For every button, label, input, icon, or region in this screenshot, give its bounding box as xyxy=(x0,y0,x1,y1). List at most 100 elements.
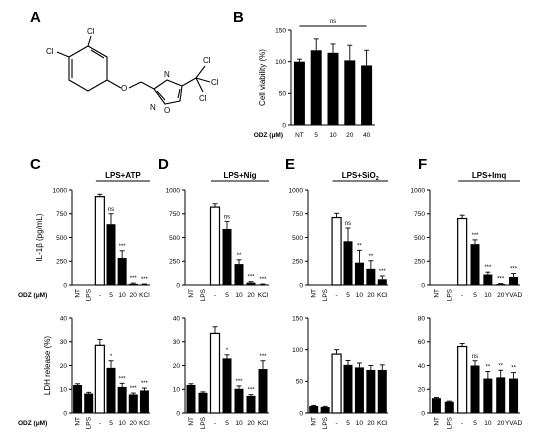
y-axis-label: IL-1β (pg/mL) xyxy=(35,213,44,262)
x-prefix-label: ODZ (μM) xyxy=(254,132,283,139)
x-tick-label: 20 xyxy=(367,420,375,427)
bar-10 xyxy=(117,386,127,413)
bar-YVAD xyxy=(509,378,519,413)
chart-e-ldh: 0 50 100 150 NT LPS - 5 10 20 KCl xyxy=(292,315,388,429)
bar-LPS xyxy=(444,401,454,413)
bar-10 xyxy=(354,262,364,285)
y-tick-label: 0 xyxy=(421,282,425,289)
significance-label: *** xyxy=(119,376,127,382)
bar-5 xyxy=(343,241,353,285)
bar-20 xyxy=(246,395,256,413)
significance-label: *** xyxy=(130,276,138,282)
bar-- xyxy=(94,344,105,414)
bar-KCl xyxy=(258,284,268,285)
atom-label-o-2: O xyxy=(164,106,170,115)
bar-LPS xyxy=(84,393,94,413)
ccl3-bond-b xyxy=(195,77,211,83)
x-tick-label: - xyxy=(461,420,463,427)
x-tick-label: 20 xyxy=(497,420,505,427)
y-tick-label: 0 xyxy=(176,410,180,417)
bar-10 xyxy=(234,264,244,285)
x-tick-label: 20 xyxy=(367,292,375,299)
bar-10 xyxy=(483,378,493,413)
y-tick-label: 50 xyxy=(279,91,287,98)
chemical-structure xyxy=(56,35,211,105)
x-tick-label: LPS xyxy=(86,416,93,429)
x-tick-label: LPS xyxy=(322,288,329,301)
condition-label: LPS+ATP xyxy=(105,171,141,180)
ether-bond-1 xyxy=(106,79,122,89)
x-tick-label: LPS xyxy=(200,288,207,301)
x-tick-label: 10 xyxy=(484,292,492,299)
oxadiazole-double-1 xyxy=(156,90,166,101)
y-tick-label: 750 xyxy=(292,211,303,218)
bar-NT xyxy=(186,384,196,413)
significance-label: *** xyxy=(484,265,492,271)
atom-label-cl-5: Cl xyxy=(199,94,207,103)
bar-KCl xyxy=(139,390,149,413)
x-tick-label: - xyxy=(461,292,463,299)
x-tick-label: NT xyxy=(188,289,195,298)
y-tick-label: 100 xyxy=(275,59,286,66)
y-tick-label: 1000 xyxy=(166,187,181,194)
x-tick-label: LPS xyxy=(86,288,93,301)
y-tick-label: 250 xyxy=(56,259,67,266)
x-tick-label: 5 xyxy=(109,292,113,299)
significance-label: *** xyxy=(471,233,479,239)
bar-- xyxy=(94,196,105,286)
x-tick-label: - xyxy=(99,420,101,427)
significance-label: *** xyxy=(141,381,149,387)
y-tick-label: 250 xyxy=(169,259,180,266)
x-tick-label: YVAD xyxy=(505,420,523,427)
y-tick-label: 1000 xyxy=(53,187,68,194)
bar-20 xyxy=(366,369,376,413)
bar-20 xyxy=(366,268,376,285)
y-tick-label: 0 xyxy=(176,282,180,289)
x-tick-label: KCl xyxy=(258,420,269,427)
panel-letter-e: E xyxy=(285,156,295,173)
bar-5 xyxy=(106,367,116,413)
y-tick-label: 750 xyxy=(414,211,425,218)
atom-label-cl-4: Cl xyxy=(211,78,219,87)
y-tick-label: 10 xyxy=(60,387,68,394)
atom-label-o-1: O xyxy=(121,84,127,93)
y-tick-label: 20 xyxy=(173,363,181,370)
significance-label: *** xyxy=(259,354,267,360)
cl-bond-left xyxy=(56,51,70,58)
bar-KCl xyxy=(377,279,387,285)
y-tick-label: 40 xyxy=(173,315,181,322)
y-tick-label: 750 xyxy=(56,211,67,218)
bar-20 xyxy=(128,394,138,413)
x-tick-label: 10 xyxy=(235,292,243,299)
x-tick-label: 20 xyxy=(247,420,255,427)
bar-- xyxy=(457,345,468,414)
chart-f-il1b: 0 250 500 750 1000 *** *** *** *** NT LPS - 5 10 20 YVA… xyxy=(411,171,523,301)
oxadiazole-ring xyxy=(153,79,183,105)
x-tick-label: LPS xyxy=(446,288,453,301)
y-tick-label: 40 xyxy=(60,315,68,322)
x-tick-label: NT xyxy=(75,417,82,426)
x-tick-label: - xyxy=(214,420,216,427)
x-tick-label: 5 xyxy=(473,420,477,427)
bar-5 xyxy=(470,365,480,413)
y-tick-label: 250 xyxy=(292,259,303,266)
x-tick-label: 10 xyxy=(356,420,364,427)
y-tick-label: 60 xyxy=(418,339,426,346)
y-tick-label: 20 xyxy=(418,387,426,394)
x-tick-label: 20 xyxy=(497,292,505,299)
y-tick-label: 0 xyxy=(63,410,67,417)
x-tick-label: NT xyxy=(188,417,195,426)
bar-5 xyxy=(343,364,353,413)
y-tick-label: 0 xyxy=(299,410,303,417)
x-tick-label: 20 xyxy=(130,420,138,427)
oxadiazole-double-2 xyxy=(177,88,181,99)
x-tick-label: 40 xyxy=(363,132,371,139)
x-tick-label: 10 xyxy=(356,292,364,299)
significance-label: ns xyxy=(472,354,478,360)
significance-label: *** xyxy=(259,277,267,283)
panel-letter-f: F xyxy=(418,156,427,173)
ether-bond-2 xyxy=(128,81,142,89)
